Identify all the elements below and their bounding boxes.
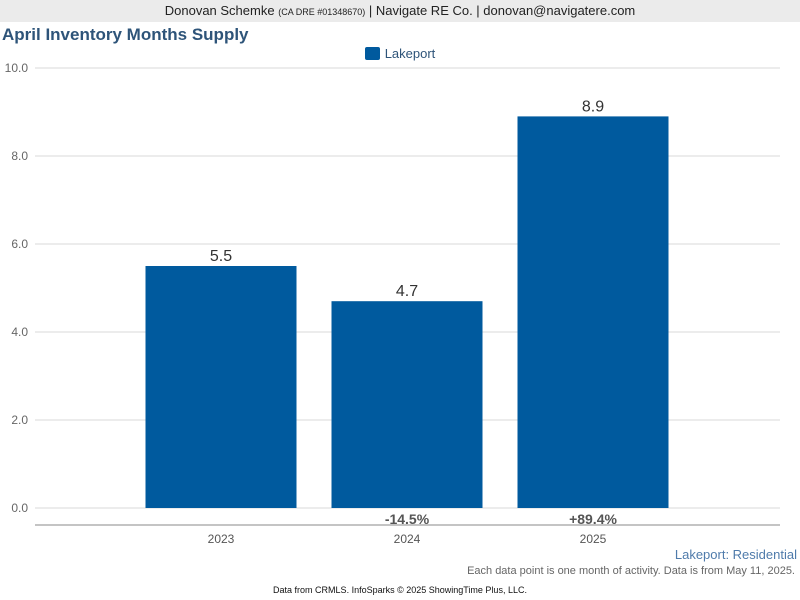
x-tick-label: 2025 (580, 532, 607, 546)
agent-name: Donovan Schemke (164, 3, 275, 18)
y-tick-label: 4.0 (11, 325, 28, 339)
x-tick-label: 2023 (208, 532, 235, 546)
data-note: Each data point is one month of activity… (467, 565, 795, 577)
change-label: -14.5% (385, 511, 430, 527)
legend-label-lakeport: Lakeport (384, 46, 436, 61)
data-label: 8.9 (582, 98, 604, 115)
chart-title: April Inventory Months Supply (2, 25, 249, 44)
source-label: Lakeport: Residential (674, 547, 797, 562)
bar (517, 116, 669, 509)
data-label: 5.5 (210, 248, 232, 265)
y-tick-label: 2.0 (11, 413, 28, 427)
x-tick-label: 2024 (394, 532, 421, 546)
y-tick-label: 10.0 (5, 61, 29, 75)
y-tick-label: 8.0 (11, 149, 28, 163)
agent-company: | Navigate RE Co. | donovan@navigatere.c… (368, 3, 636, 18)
bar (145, 266, 297, 508)
agent-license: (CA DRE #01348670) (278, 7, 366, 17)
y-tick-label: 6.0 (11, 237, 28, 251)
bar (331, 301, 483, 508)
chart-legend: Lakeport (0, 46, 800, 61)
data-label: 4.7 (396, 283, 418, 300)
y-tick-label: 0.0 (11, 501, 28, 515)
data-credit: Data from CRMLS. InfoSparks © 2025 Showi… (273, 585, 527, 595)
legend-swatch-lakeport (364, 47, 380, 60)
change-label: +89.4% (569, 511, 617, 527)
agent-header: Donovan Schemke (CA DRE #01348670) | Nav… (0, 0, 800, 22)
